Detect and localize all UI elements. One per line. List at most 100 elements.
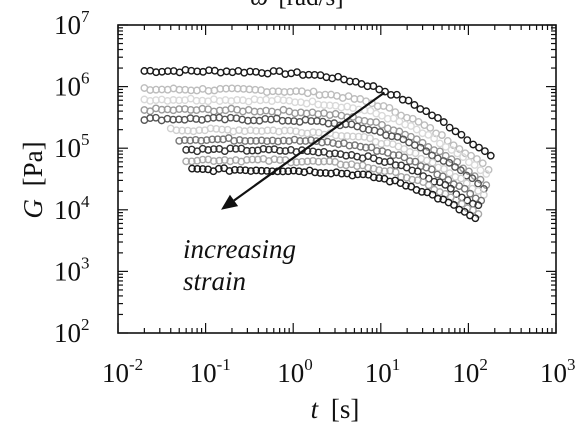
data-point (456, 166, 465, 175)
data-point (332, 168, 341, 177)
data-point (378, 111, 386, 120)
data-points (140, 65, 495, 223)
data-point (314, 157, 323, 166)
data-point (451, 127, 460, 136)
data-point (369, 82, 378, 90)
data-point (298, 157, 306, 166)
data-point (252, 136, 261, 145)
y-tick-label: 105 (54, 130, 90, 163)
data-point (361, 143, 370, 152)
data-point (369, 173, 378, 182)
data-point (248, 146, 257, 155)
data-point (482, 170, 491, 178)
data-point (314, 148, 323, 157)
data-point (480, 147, 489, 156)
y-axis-label: G [Pa] (18, 141, 48, 218)
data-point (463, 136, 472, 145)
data-point (376, 128, 385, 136)
data-point (475, 143, 483, 152)
data-point (303, 157, 312, 166)
data-point (445, 158, 454, 167)
data-point (404, 96, 413, 105)
data-point (367, 143, 376, 152)
data-point (193, 164, 202, 173)
y-tick-labels: 102 103 104 105 106 107 (54, 7, 90, 348)
data-point (253, 155, 262, 164)
data-point (450, 201, 458, 209)
data-point (274, 137, 282, 146)
data-point (356, 142, 365, 151)
data-point (392, 90, 401, 99)
data-point (412, 125, 421, 134)
data-point (413, 167, 422, 176)
data-point (263, 126, 272, 135)
data-point (214, 164, 223, 173)
data-point (434, 194, 442, 203)
data-point (378, 120, 386, 129)
data-point (466, 189, 475, 198)
data-point (445, 123, 454, 132)
data-point (380, 167, 389, 176)
data-point (188, 164, 196, 173)
data-point (345, 141, 354, 150)
data-point (486, 151, 495, 160)
x-tick-labels: 10-2 10-1 100 101 102 103 (102, 355, 576, 388)
x-tick-label: 100 (277, 355, 313, 388)
data-point (198, 155, 207, 164)
data-point (424, 130, 433, 139)
data-point (410, 101, 419, 109)
data-point (353, 170, 362, 179)
data-point (268, 136, 277, 145)
data-point (296, 137, 304, 145)
data-point (175, 136, 184, 145)
data-point (476, 175, 485, 184)
data-point (430, 177, 439, 186)
data-point (236, 166, 245, 174)
data-point (451, 163, 459, 171)
data-point (422, 147, 431, 156)
data-point (320, 157, 328, 166)
data-point (325, 150, 334, 158)
data-point (257, 166, 266, 175)
data-point (311, 168, 319, 177)
data-point (417, 187, 426, 196)
data-point (366, 134, 374, 143)
data-point (408, 166, 417, 175)
data-point (242, 146, 251, 155)
data-point (428, 151, 436, 160)
data-point (385, 103, 394, 112)
data-point (428, 190, 437, 199)
data-point (295, 167, 303, 176)
data-point (337, 169, 346, 178)
data-point (336, 160, 345, 169)
data-point (484, 165, 493, 174)
data-point (275, 146, 284, 155)
data-point (440, 165, 448, 173)
data-point (467, 151, 475, 160)
data-point (389, 151, 398, 160)
data-point (471, 214, 480, 223)
data-point (455, 145, 464, 153)
y-tick-label: 107 (54, 7, 90, 40)
data-point (446, 184, 455, 193)
y-tick-label: 103 (54, 253, 90, 286)
data-point (464, 167, 473, 176)
data-point (434, 114, 442, 122)
data-point (262, 167, 271, 175)
data-point (202, 136, 211, 145)
data-point (395, 117, 404, 126)
data-point (182, 145, 191, 154)
data-point (231, 145, 240, 153)
data-point (457, 174, 465, 183)
annotation: increasing strain (183, 91, 386, 296)
data-point (391, 168, 400, 177)
data-point (438, 131, 446, 139)
data-point (389, 114, 398, 123)
arrow-head (221, 194, 239, 210)
data-point (453, 149, 462, 158)
data-point (193, 156, 202, 165)
data-point (204, 146, 213, 154)
y-tick-label: 106 (54, 69, 90, 102)
data-point (213, 135, 222, 144)
